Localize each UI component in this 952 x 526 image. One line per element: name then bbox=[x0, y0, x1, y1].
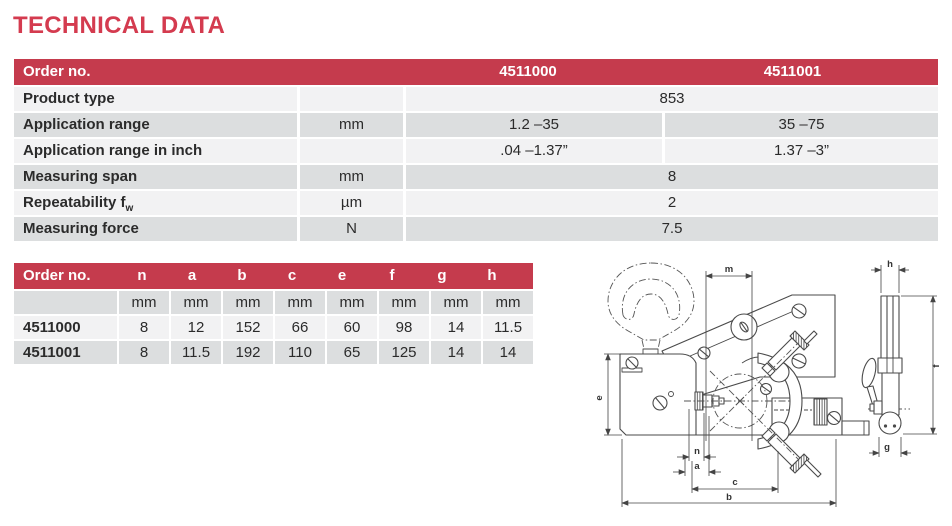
dim-label-a: a bbox=[694, 461, 700, 472]
dimension-lines bbox=[604, 265, 937, 507]
row-unit: mm bbox=[300, 113, 403, 137]
dims-value: 60 bbox=[327, 316, 377, 339]
dims-header-h: h bbox=[487, 267, 497, 284]
table-row-application-range: Application range mm 1.2 –35 35 –75 bbox=[14, 113, 938, 137]
row-label-text: Repeatability f bbox=[23, 194, 126, 211]
dims-header-n: n bbox=[137, 267, 147, 284]
dims-value: 98 bbox=[379, 316, 429, 339]
dims-row-4511001: 4511001 8 11.5 192 110 65 125 14 14 bbox=[14, 341, 533, 364]
dims-header-e: e bbox=[337, 267, 347, 284]
dims-unit-cell: mm bbox=[171, 291, 221, 314]
dims-value: 14 bbox=[431, 341, 481, 364]
dims-value: 8 bbox=[119, 341, 169, 364]
dims-unit-cell: mm bbox=[119, 291, 169, 314]
dims-value: 66 bbox=[275, 316, 325, 339]
row-value: 8 bbox=[406, 165, 938, 189]
header-order-4511000: 4511000 bbox=[499, 63, 557, 80]
dims-header-a: a bbox=[187, 267, 197, 284]
dims-row-4511000: 4511000 8 12 152 66 60 98 14 11.5 bbox=[14, 316, 533, 339]
row-label: Product type bbox=[14, 87, 297, 111]
dims-unit-row: mm mm mm mm mm mm mm mm bbox=[14, 291, 533, 314]
front-view-drawing bbox=[619, 294, 870, 478]
table-row-product-type: Product type 853 bbox=[14, 87, 938, 111]
dims-value: 192 bbox=[223, 341, 273, 364]
row-label: Measuring span bbox=[14, 165, 297, 189]
dims-value: 12 bbox=[171, 316, 221, 339]
page-title: TECHNICAL DATA bbox=[13, 12, 226, 39]
row-value-1: 1.2 –35 bbox=[406, 113, 662, 137]
dims-unit-cell: mm bbox=[327, 291, 377, 314]
dims-value: 152 bbox=[223, 316, 273, 339]
header-unit-spacer bbox=[297, 59, 400, 85]
dimensions-table: Order no. n a b c e f g h mm mm mm mm mm… bbox=[14, 263, 533, 366]
header-order-4511001: 4511001 bbox=[763, 63, 822, 80]
row-label: Repeatability fw bbox=[14, 191, 297, 215]
side-view-drawing bbox=[861, 295, 903, 435]
row-label: Application range bbox=[14, 113, 297, 137]
dims-value: 125 bbox=[379, 341, 429, 364]
dim-label-e: e bbox=[594, 395, 605, 400]
row-unit: N bbox=[300, 217, 403, 241]
table-row-application-range-inch: Application range in inch .04 –1.37” 1.3… bbox=[14, 139, 938, 163]
technical-data-table: Order no. 4511000 4511001 Product type 8… bbox=[14, 59, 938, 243]
row-label-subscript: w bbox=[125, 203, 134, 214]
dim-label-n: n bbox=[694, 446, 700, 457]
row-value: 2 bbox=[406, 191, 938, 215]
table-header-row: Order no. 4511000 4511001 bbox=[14, 59, 938, 85]
dims-value: 11.5 bbox=[483, 316, 533, 339]
row-value-2: 35 –75 bbox=[665, 113, 938, 137]
row-value: 853 bbox=[406, 87, 938, 111]
row-value-1: .04 –1.37” bbox=[406, 139, 662, 163]
dim-label-c: c bbox=[732, 477, 737, 488]
dim-label-h: h bbox=[887, 259, 893, 270]
dims-unit-cell: mm bbox=[223, 291, 273, 314]
dims-header-c: c bbox=[287, 267, 297, 284]
dims-unit-cell: mm bbox=[431, 291, 481, 314]
row-unit: µm bbox=[300, 191, 403, 215]
dims-header-row: Order no. n a b c e f g h bbox=[14, 263, 533, 289]
dim-label-b: b bbox=[726, 492, 732, 503]
dims-header-b: b bbox=[237, 267, 247, 284]
table-row-measuring-force: Measuring force N 7.5 bbox=[14, 217, 938, 241]
dims-value: 14 bbox=[483, 341, 533, 364]
dims-unit-cell: mm bbox=[483, 291, 533, 314]
dims-order-no: 4511001 bbox=[14, 341, 117, 364]
row-label: Application range in inch bbox=[14, 139, 297, 163]
dims-header-f: f bbox=[389, 267, 395, 284]
dims-order-no: 4511000 bbox=[14, 316, 117, 339]
row-value: 7.5 bbox=[406, 217, 938, 241]
dims-header-order-no: Order no. bbox=[23, 267, 91, 284]
dim-label-m: m bbox=[725, 264, 733, 275]
row-value-2: 1.37 –3” bbox=[665, 139, 938, 163]
dims-unit-spacer bbox=[14, 291, 117, 314]
header-order-no: Order no. bbox=[23, 63, 91, 80]
dim-label-f: f bbox=[931, 364, 942, 368]
dims-value: 8 bbox=[119, 316, 169, 339]
table-row-repeatability: Repeatability fw µm 2 bbox=[14, 191, 938, 215]
dims-header-g: g bbox=[437, 267, 447, 284]
row-unit bbox=[300, 87, 403, 111]
table-row-measuring-span: Measuring span mm 8 bbox=[14, 165, 938, 189]
dims-value: 11.5 bbox=[171, 341, 221, 364]
dims-unit-cell: mm bbox=[275, 291, 325, 314]
row-label: Measuring force bbox=[14, 217, 297, 241]
row-unit bbox=[300, 139, 403, 163]
technical-drawing: m e n a c b h f g bbox=[594, 259, 942, 507]
row-unit: mm bbox=[300, 165, 403, 189]
dims-value: 110 bbox=[275, 341, 325, 364]
dims-value: 14 bbox=[431, 316, 481, 339]
dims-unit-cell: mm bbox=[379, 291, 429, 314]
dim-label-g: g bbox=[884, 442, 890, 453]
dims-value: 65 bbox=[327, 341, 377, 364]
